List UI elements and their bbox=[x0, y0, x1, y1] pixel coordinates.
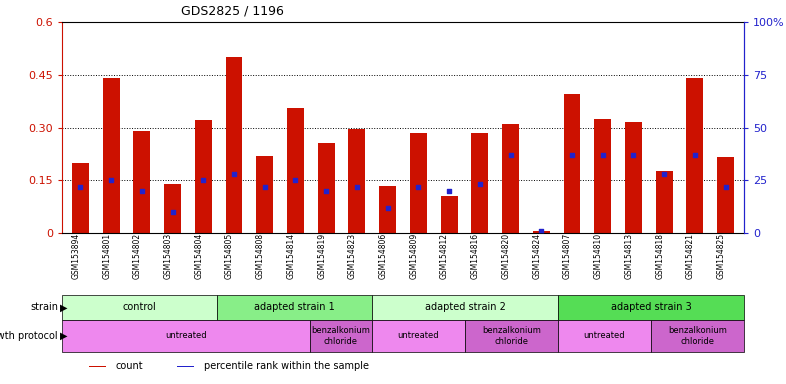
Text: GSM154809: GSM154809 bbox=[410, 233, 418, 279]
Text: ▶: ▶ bbox=[60, 331, 67, 341]
Bar bbox=[226, 57, 243, 233]
Text: GSM154813: GSM154813 bbox=[624, 233, 634, 279]
Bar bbox=[651, 320, 744, 352]
Point bbox=[443, 188, 455, 194]
Text: percentile rank within the sample: percentile rank within the sample bbox=[204, 361, 369, 371]
Text: GSM154803: GSM154803 bbox=[163, 233, 173, 279]
Bar bbox=[62, 320, 310, 352]
Text: GSM154818: GSM154818 bbox=[655, 233, 664, 279]
Bar bbox=[164, 184, 181, 233]
Point bbox=[566, 152, 578, 158]
Text: GSM154808: GSM154808 bbox=[255, 233, 265, 279]
Text: count: count bbox=[116, 361, 144, 371]
Point bbox=[412, 184, 424, 190]
Bar bbox=[256, 156, 274, 233]
Bar bbox=[195, 121, 211, 233]
Text: adapted strain 2: adapted strain 2 bbox=[424, 303, 505, 313]
Bar bbox=[717, 157, 734, 233]
Point bbox=[381, 205, 394, 211]
Point bbox=[689, 152, 701, 158]
Point bbox=[197, 177, 210, 183]
Text: GSM154816: GSM154816 bbox=[471, 233, 479, 279]
Bar bbox=[348, 129, 365, 233]
Bar bbox=[372, 295, 558, 320]
Point bbox=[535, 228, 548, 234]
Point bbox=[289, 177, 302, 183]
Point bbox=[320, 188, 332, 194]
Text: GSM154802: GSM154802 bbox=[133, 233, 142, 279]
Text: GSM154806: GSM154806 bbox=[379, 233, 387, 279]
Text: GSM154825: GSM154825 bbox=[717, 233, 725, 279]
Bar bbox=[533, 231, 549, 233]
Bar bbox=[134, 131, 150, 233]
Text: growth protocol: growth protocol bbox=[0, 331, 58, 341]
Point bbox=[627, 152, 640, 158]
Point bbox=[167, 209, 179, 215]
Bar bbox=[318, 143, 335, 233]
Bar bbox=[625, 122, 642, 233]
Text: benzalkonium
chloride: benzalkonium chloride bbox=[311, 326, 370, 346]
Text: GSM154807: GSM154807 bbox=[563, 233, 572, 279]
Bar bbox=[558, 320, 651, 352]
Point bbox=[259, 184, 271, 190]
Bar bbox=[564, 94, 580, 233]
Text: GDS2825 / 1196: GDS2825 / 1196 bbox=[181, 5, 284, 18]
Point bbox=[136, 188, 149, 194]
Text: adapted strain 1: adapted strain 1 bbox=[254, 303, 335, 313]
Bar bbox=[656, 172, 673, 233]
Point bbox=[597, 152, 609, 158]
Bar bbox=[594, 119, 612, 233]
Text: GSM154823: GSM154823 bbox=[348, 233, 357, 279]
Bar bbox=[686, 78, 703, 233]
Bar bbox=[410, 133, 427, 233]
Point bbox=[505, 152, 517, 158]
Text: GSM154804: GSM154804 bbox=[194, 233, 204, 279]
Bar bbox=[217, 295, 372, 320]
Bar bbox=[502, 124, 519, 233]
Text: GSM154805: GSM154805 bbox=[225, 233, 234, 279]
Text: strain: strain bbox=[30, 303, 58, 313]
Text: benzalkonium
chloride: benzalkonium chloride bbox=[482, 326, 541, 346]
Text: GSM153894: GSM153894 bbox=[72, 233, 80, 279]
Text: benzalkonium
chloride: benzalkonium chloride bbox=[668, 326, 727, 346]
Point bbox=[473, 181, 486, 187]
Point bbox=[74, 184, 86, 190]
Bar bbox=[465, 320, 558, 352]
Point bbox=[351, 184, 363, 190]
Bar bbox=[287, 108, 304, 233]
Bar bbox=[72, 163, 89, 233]
Bar bbox=[90, 366, 105, 367]
Bar bbox=[379, 185, 396, 233]
Point bbox=[105, 177, 117, 183]
Text: untreated: untreated bbox=[584, 331, 626, 341]
Text: GSM154820: GSM154820 bbox=[501, 233, 511, 279]
Point bbox=[228, 171, 241, 177]
Bar bbox=[472, 133, 488, 233]
Bar bbox=[441, 196, 457, 233]
Text: GSM154812: GSM154812 bbox=[440, 233, 449, 279]
Bar bbox=[372, 320, 465, 352]
Text: GSM154821: GSM154821 bbox=[686, 233, 695, 279]
Text: control: control bbox=[123, 303, 156, 313]
Text: untreated: untreated bbox=[398, 331, 439, 341]
Bar bbox=[103, 78, 119, 233]
Point bbox=[658, 171, 670, 177]
Text: GSM154810: GSM154810 bbox=[593, 233, 603, 279]
Text: GSM154814: GSM154814 bbox=[286, 233, 296, 279]
Bar bbox=[558, 295, 744, 320]
Point bbox=[719, 184, 732, 190]
Text: GSM154801: GSM154801 bbox=[102, 233, 111, 279]
Text: GSM154824: GSM154824 bbox=[532, 233, 542, 279]
Text: adapted strain 3: adapted strain 3 bbox=[611, 303, 692, 313]
Bar bbox=[310, 320, 372, 352]
Text: GSM154819: GSM154819 bbox=[318, 233, 326, 279]
Text: untreated: untreated bbox=[165, 331, 207, 341]
Bar bbox=[62, 295, 217, 320]
Text: ▶: ▶ bbox=[60, 303, 67, 313]
Bar bbox=[178, 366, 193, 367]
